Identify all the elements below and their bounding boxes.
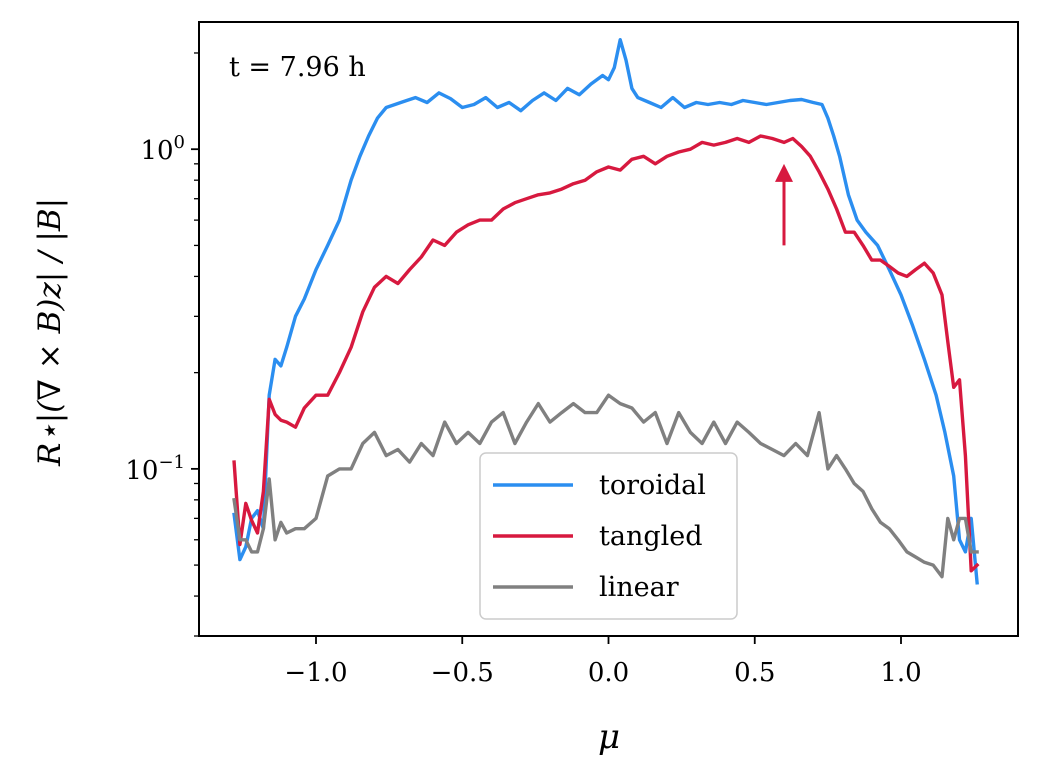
x-tick-label: 1.0	[880, 658, 921, 688]
x-tick-label: 0.5	[734, 658, 775, 688]
series-line-toroidal	[232, 38, 979, 585]
legend: toroidal tangled linear	[479, 452, 738, 620]
x-tick-label: −1.0	[284, 658, 347, 688]
y-axis-label: R⋆|(∇ × B)z| / |B|	[32, 198, 68, 467]
arrow-head	[775, 163, 793, 182]
x-tick-label: 0.0	[588, 658, 629, 688]
x-axis-label: μ	[598, 717, 620, 757]
series-line-linear	[232, 393, 979, 579]
axis-ticks: −1.0 −0.5 0.0 0.5 1.0 10−1 100	[125, 52, 922, 688]
legend-label-linear: linear	[599, 572, 679, 603]
y-tick-label: 10−1	[125, 452, 185, 486]
x-tick-label: −0.5	[431, 658, 494, 688]
legend-box	[479, 452, 738, 620]
series-line-tangled	[232, 134, 980, 573]
y-tick-label: 100	[140, 132, 185, 166]
legend-label-toroidal: toroidal	[599, 470, 706, 501]
time-annotation: t = 7.96 h	[229, 52, 366, 83]
legend-label-tangled: tangled	[599, 521, 703, 552]
series-layer	[232, 38, 980, 585]
annotation-arrow	[775, 163, 793, 246]
